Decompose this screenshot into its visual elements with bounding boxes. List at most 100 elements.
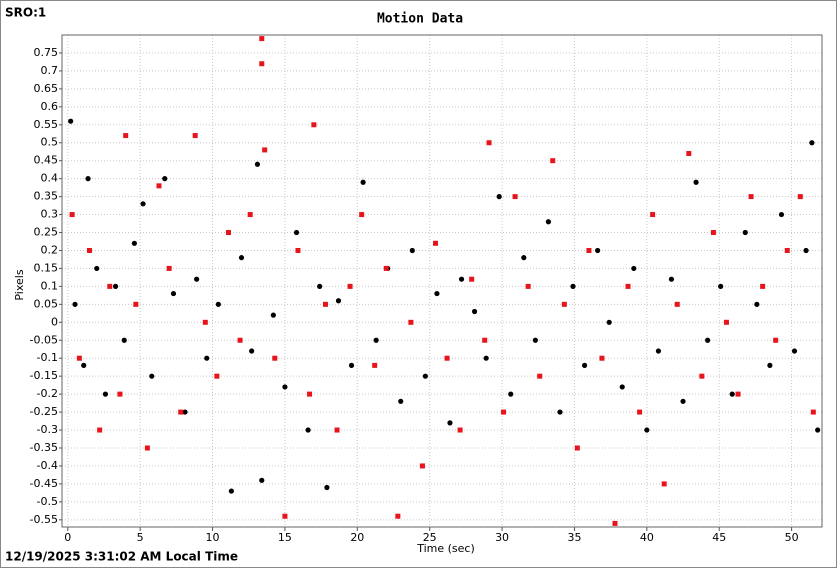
point — [204, 355, 210, 361]
point — [259, 36, 265, 42]
point — [574, 445, 580, 451]
x-tick-label: 40 — [640, 531, 654, 544]
point — [202, 319, 208, 325]
point — [545, 219, 552, 225]
point — [372, 362, 378, 368]
y-axis-label: Pixels — [13, 269, 26, 300]
point — [525, 283, 531, 289]
point — [501, 409, 507, 415]
point — [680, 398, 686, 404]
point — [729, 391, 735, 397]
point — [419, 463, 425, 469]
point — [311, 122, 317, 128]
point — [81, 362, 87, 368]
x-tick-label: 45 — [712, 531, 726, 544]
point — [422, 373, 428, 379]
point — [655, 348, 662, 354]
point — [710, 230, 716, 236]
point — [347, 283, 353, 289]
point — [117, 391, 123, 397]
point — [778, 211, 785, 218]
point — [742, 229, 748, 236]
point — [661, 481, 667, 487]
point — [650, 212, 656, 218]
y-tick-label: -0.5 — [37, 495, 58, 508]
point — [178, 409, 184, 415]
point — [815, 427, 821, 433]
point — [182, 409, 188, 415]
point — [249, 348, 255, 354]
point — [705, 337, 711, 343]
point — [254, 161, 261, 167]
point — [532, 337, 538, 343]
point — [512, 194, 518, 200]
y-tick-label: 0.4 — [41, 172, 59, 185]
y-tick-label: 0.3 — [41, 208, 59, 221]
chart-title: Motion Data — [377, 12, 463, 27]
point — [637, 409, 643, 415]
point — [803, 247, 809, 254]
point — [773, 337, 779, 343]
point — [561, 301, 567, 307]
point — [586, 247, 592, 253]
point — [295, 247, 301, 253]
point — [131, 240, 137, 246]
point — [599, 355, 605, 361]
point — [625, 283, 631, 289]
point — [550, 158, 556, 164]
x-tick-label: 25 — [423, 531, 437, 544]
y-tick-label: 0.7 — [41, 64, 59, 77]
plot-area — [61, 34, 823, 528]
point — [735, 391, 741, 397]
point — [693, 179, 699, 185]
point — [307, 391, 313, 397]
point — [686, 151, 692, 157]
point — [156, 183, 162, 189]
x-tick-label: 35 — [567, 531, 581, 544]
point — [398, 398, 404, 404]
point — [238, 255, 245, 261]
x-tick-label: 20 — [350, 531, 364, 544]
point — [606, 319, 612, 325]
point — [107, 283, 113, 289]
point — [359, 212, 365, 218]
y-tick-label: 0.75 — [34, 46, 59, 59]
point — [324, 484, 330, 491]
point — [305, 427, 311, 433]
point — [85, 176, 91, 182]
y-tick-label: 0.35 — [34, 190, 59, 203]
point — [194, 276, 200, 282]
y-tick-label: 0.2 — [41, 243, 59, 256]
y-tick-label: 0.55 — [34, 118, 59, 131]
y-tick-label: -0.25 — [30, 405, 58, 418]
y-tick-label: 0.25 — [34, 226, 59, 239]
point — [395, 513, 401, 519]
point — [537, 373, 543, 379]
x-tick-label: 0 — [64, 531, 71, 544]
y-tick-label: 0.65 — [34, 82, 59, 95]
point — [521, 255, 527, 261]
point — [644, 427, 650, 433]
y-tick-label: 0.5 — [41, 136, 59, 149]
point — [570, 283, 576, 289]
point — [383, 265, 389, 271]
y-tick-label: -0.4 — [37, 459, 58, 472]
point — [409, 247, 415, 254]
y-tick-label: 0.1 — [41, 279, 59, 292]
sro-label: SRO:1 — [5, 6, 46, 20]
point — [434, 290, 440, 297]
point — [348, 362, 355, 368]
point — [444, 355, 450, 361]
point — [215, 301, 221, 307]
point — [282, 513, 288, 519]
point — [432, 240, 438, 246]
point — [360, 179, 366, 185]
point — [317, 283, 323, 289]
point — [68, 118, 74, 124]
y-tick-label: 0.6 — [41, 100, 59, 113]
y-tick-label: 0.05 — [34, 297, 59, 310]
point — [247, 212, 253, 218]
point — [457, 427, 463, 433]
x-tick-label: 30 — [495, 531, 509, 544]
